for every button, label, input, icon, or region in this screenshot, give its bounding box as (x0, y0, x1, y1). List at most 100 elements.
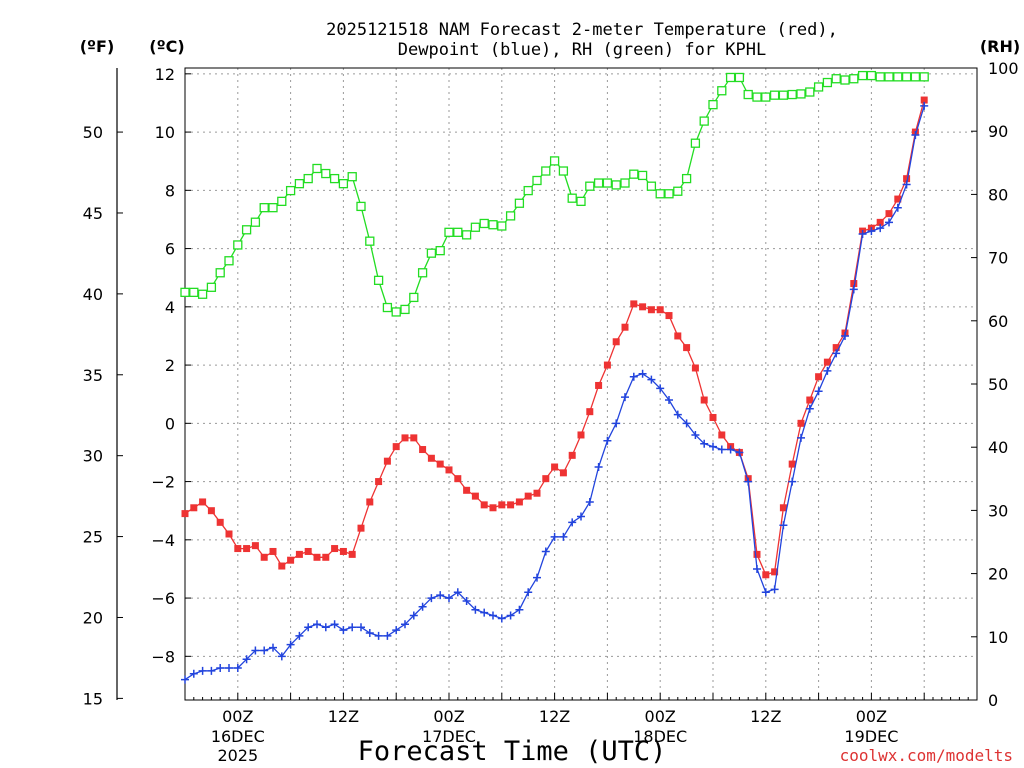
rh-point (901, 72, 912, 82)
dewpoint-point (647, 375, 656, 384)
temperature-point (586, 408, 594, 416)
fahrenheit-tick-label: 20 (83, 608, 103, 627)
dewpoint-point (321, 623, 330, 632)
dewpoint-point (832, 349, 841, 358)
x-axis-title: Forecast Time (UTC) (358, 736, 667, 767)
temperature-point (366, 498, 374, 506)
rh-point (514, 198, 525, 208)
rh-point (549, 156, 560, 166)
dewpoint-point (427, 594, 436, 603)
temperature-point (639, 303, 647, 311)
temperature-point (762, 571, 770, 579)
rh-unit-label: (RH) (980, 37, 1020, 56)
rh-point (356, 201, 366, 212)
dewpoint-point (797, 433, 805, 442)
dewpoint-point (700, 439, 709, 448)
temperature-point (903, 175, 911, 183)
rh-point (558, 166, 569, 176)
rh-point (241, 225, 252, 235)
temperature-point (823, 358, 831, 366)
rh-point (593, 178, 604, 188)
dewpoint-point (524, 588, 533, 597)
date-label: 17DEC (422, 727, 476, 746)
temperature-point (436, 460, 444, 468)
temperature-point (850, 280, 858, 288)
dewpoint-point (251, 646, 260, 655)
temperature-point (410, 434, 418, 442)
dewpoint-point (761, 588, 770, 597)
rh-point (373, 275, 384, 286)
dewpoint-point (612, 419, 621, 428)
temperature-point (718, 431, 726, 439)
rh-point (752, 92, 762, 102)
temperature-point (348, 550, 356, 558)
fahrenheit-tick-label: 50 (83, 123, 103, 142)
temperature-point (691, 364, 699, 372)
temperature-point (647, 306, 655, 314)
axis-ticks: 121086420−2−4−6−850454035302520151009080… (83, 59, 1019, 765)
rh-point (884, 72, 894, 82)
dewpoint-point (717, 445, 726, 454)
plot-frame (184, 67, 978, 701)
temperature-point (524, 492, 532, 500)
temperature-point (445, 466, 453, 474)
rh-point (523, 185, 533, 196)
grid-lines (185, 68, 978, 700)
dewpoint-point (401, 620, 409, 629)
date-label: 16DEC (211, 727, 265, 746)
temperature-point (480, 501, 488, 509)
dewpoint-point (348, 623, 357, 632)
temperature-point (243, 545, 251, 553)
rh-point (831, 74, 841, 84)
temperature-point (392, 443, 400, 451)
rh-point (717, 86, 727, 96)
temperature-point (577, 431, 585, 439)
dewpoint-point (313, 620, 321, 629)
rh-point (849, 74, 859, 84)
temperature-point (454, 475, 462, 483)
dewpoint-point (673, 410, 682, 419)
rh-tick-label: 0 (988, 691, 998, 710)
rh-point (813, 82, 824, 92)
temperature-point (815, 373, 823, 381)
rh-point (400, 304, 410, 315)
temperature-point (894, 195, 902, 203)
rh-point (769, 90, 780, 100)
year-label: 2025 (217, 746, 258, 765)
fahrenheit-tick-label: 25 (83, 528, 103, 547)
temperature-point (709, 413, 717, 421)
dewpoint-point (392, 626, 401, 635)
rh-point (444, 227, 454, 237)
dewpoint-point (497, 614, 506, 623)
dewpoint-point (638, 369, 647, 378)
temperature-point (322, 553, 330, 561)
dewpoint-point (577, 512, 585, 521)
temperature-point (885, 210, 893, 218)
rh-point (338, 179, 349, 189)
dewpoint-point (277, 652, 286, 661)
dewpoint-point (198, 666, 207, 675)
dewpoint-point (823, 366, 832, 375)
rh-point (910, 72, 921, 82)
dewpoint-point (181, 675, 189, 684)
rh-point (532, 175, 542, 186)
temperature-point (771, 568, 779, 576)
temperature-point (313, 553, 321, 561)
dewpoint-point (770, 585, 779, 594)
dewpoint-point (462, 596, 471, 605)
celsius-tick-label: −4 (151, 531, 175, 550)
rh-tick-label: 40 (988, 438, 1008, 457)
dewpoint-point (339, 626, 348, 635)
rh-point (840, 75, 850, 85)
dewpoint-point (849, 285, 858, 294)
fahrenheit-tick-label: 40 (83, 285, 103, 304)
rh-point (664, 189, 674, 199)
rh-point (294, 179, 305, 189)
temperature-point (700, 396, 708, 404)
dewpoint-point (585, 497, 594, 506)
temperature-point (304, 547, 312, 555)
rh-point (259, 203, 269, 213)
rh-point (620, 178, 630, 188)
rh-point (919, 72, 929, 82)
temperature-point (278, 562, 286, 570)
